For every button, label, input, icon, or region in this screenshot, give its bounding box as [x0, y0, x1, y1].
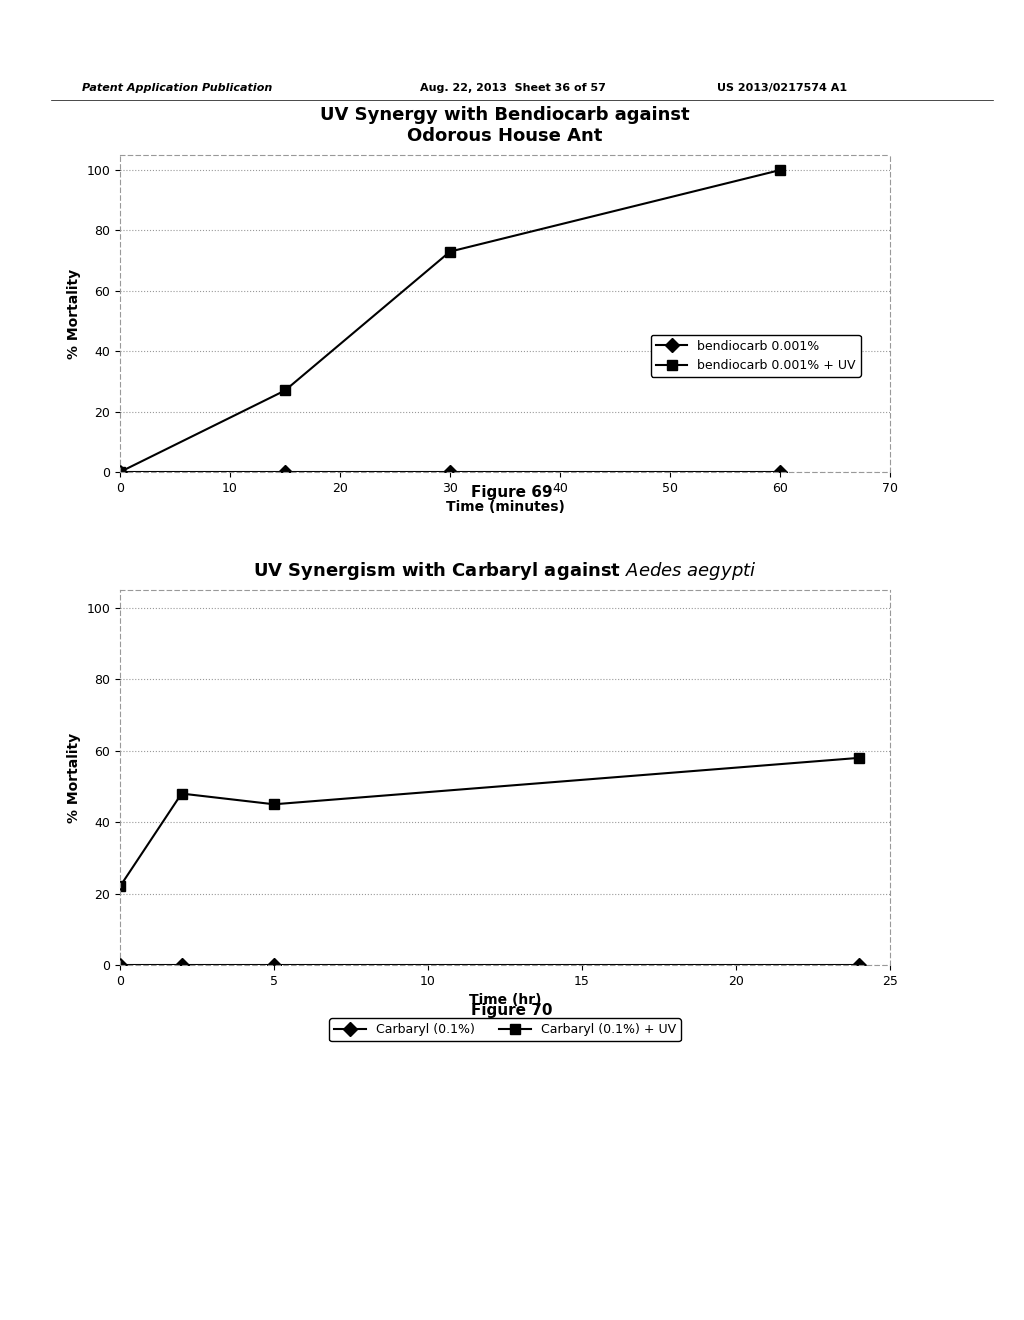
- Text: Aug. 22, 2013  Sheet 36 of 57: Aug. 22, 2013 Sheet 36 of 57: [420, 83, 606, 92]
- Line: bendiocarb 0.001% + UV: bendiocarb 0.001% + UV: [115, 165, 784, 477]
- bendiocarb 0.001%: [114, 465, 126, 480]
- Line: Carbaryl (0.1%): Carbaryl (0.1%): [115, 960, 864, 970]
- bendiocarb 0.001% + UV: [279, 383, 291, 399]
- bendiocarb 0.001% + UV: [114, 465, 126, 480]
- X-axis label: Time (minutes): Time (minutes): [445, 500, 564, 515]
- bendiocarb 0.001% + UV: [774, 162, 786, 178]
- Text: US 2013/0217574 A1: US 2013/0217574 A1: [717, 83, 847, 92]
- Legend: bendiocarb 0.001%, bendiocarb 0.001% + UV: bendiocarb 0.001%, bendiocarb 0.001% + U…: [651, 335, 860, 378]
- Carbaryl (0.1%) + UV: [175, 785, 187, 801]
- bendiocarb 0.001%: [443, 465, 456, 480]
- bendiocarb 0.001%: [279, 465, 291, 480]
- Text: Patent Application Publication: Patent Application Publication: [82, 83, 272, 92]
- X-axis label: Time (hr): Time (hr): [469, 993, 542, 1007]
- Title: UV Synergy with Bendiocarb against
Odorous House Ant: UV Synergy with Bendiocarb against Odoro…: [321, 107, 690, 145]
- Line: bendiocarb 0.001%: bendiocarb 0.001%: [115, 467, 784, 477]
- Carbaryl (0.1%): [268, 957, 281, 973]
- Carbaryl (0.1%): [853, 957, 865, 973]
- Carbaryl (0.1%) + UV: [114, 879, 126, 895]
- Carbaryl (0.1%) + UV: [268, 796, 281, 812]
- Legend: Carbaryl (0.1%), Carbaryl (0.1%) + UV: Carbaryl (0.1%), Carbaryl (0.1%) + UV: [330, 1018, 681, 1041]
- Title: UV Synergism with Carbaryl against $\mathit{Aedes\ aegypti}$: UV Synergism with Carbaryl against $\mat…: [253, 560, 757, 582]
- Y-axis label: % Mortality: % Mortality: [67, 733, 81, 822]
- bendiocarb 0.001% + UV: [443, 244, 456, 260]
- Carbaryl (0.1%) + UV: [853, 750, 865, 766]
- Text: Figure 70: Figure 70: [471, 1002, 553, 1018]
- Text: Figure 69: Figure 69: [471, 484, 553, 499]
- Line: Carbaryl (0.1%) + UV: Carbaryl (0.1%) + UV: [115, 752, 864, 891]
- Carbaryl (0.1%): [114, 957, 126, 973]
- bendiocarb 0.001%: [774, 465, 786, 480]
- Y-axis label: % Mortality: % Mortality: [67, 268, 81, 359]
- Carbaryl (0.1%): [175, 957, 187, 973]
